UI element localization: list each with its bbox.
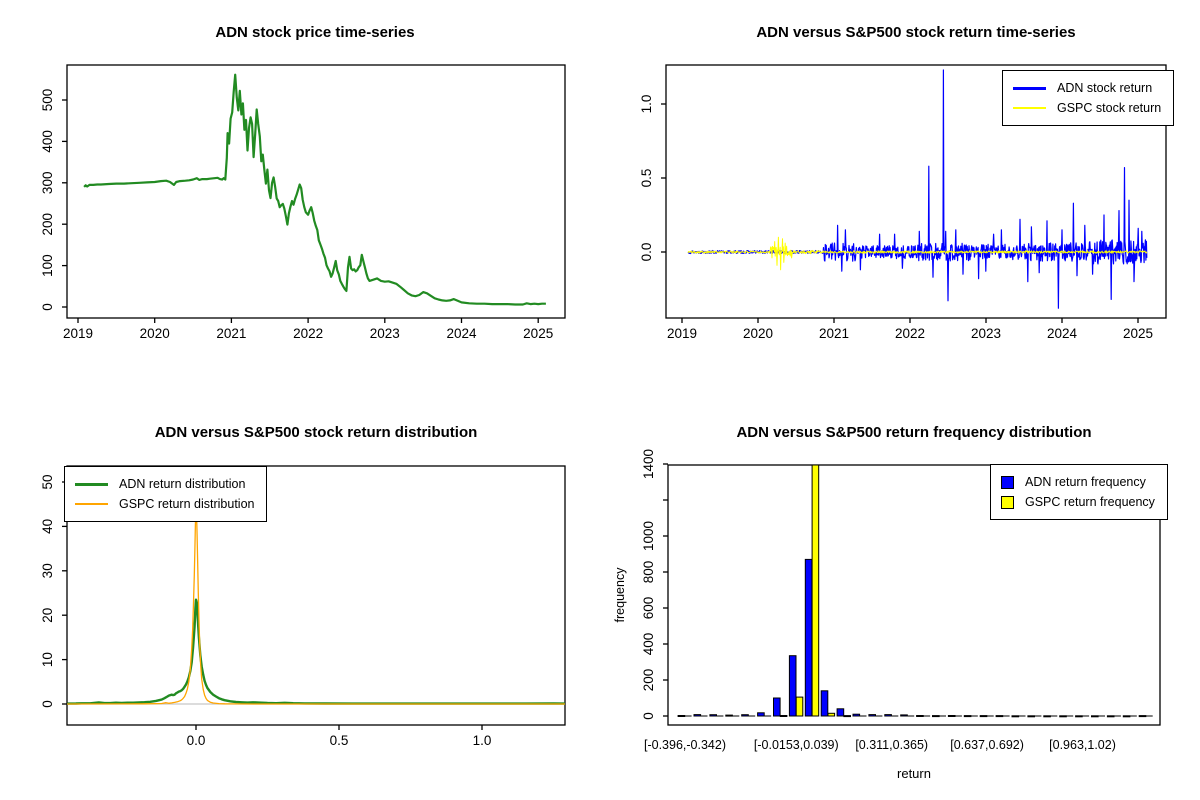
legend-item-adn-distribution: ADN return distribution: [75, 474, 254, 494]
svg-text:[-0.396,-0.342): [-0.396,-0.342): [644, 738, 726, 752]
svg-text:800: 800: [641, 561, 656, 584]
legend-item-gspc-frequency: GSPC return frequency: [1001, 492, 1155, 512]
returns-legend: ADN stock return GSPC stock return: [1002, 70, 1175, 126]
svg-text:200: 200: [641, 669, 656, 692]
legend-item-adn-return: ADN stock return: [1013, 78, 1161, 98]
frequency-chart-title: ADN versus S&P500 return frequency distr…: [736, 424, 1092, 441]
svg-text:2019: 2019: [667, 326, 697, 341]
svg-text:400: 400: [641, 633, 656, 656]
legend-label: GSPC stock return: [1057, 101, 1162, 115]
svg-text:[0.311,0.365): [0.311,0.365): [855, 738, 928, 752]
svg-text:0.5: 0.5: [639, 169, 654, 188]
return-chart-plot: 2019 2020 2021 2022 2023 2024 2025 0.0 0.5 1.0: [639, 64, 1167, 341]
svg-text:2024: 2024: [446, 326, 477, 341]
svg-text:2022: 2022: [293, 326, 323, 341]
svg-text:0.5: 0.5: [330, 733, 349, 748]
svg-text:[0.963,1.02): [0.963,1.02): [1049, 738, 1116, 752]
gspc-frequency-box-swatch: [1001, 495, 1014, 509]
legend-label: ADN return distribution: [119, 477, 246, 491]
price-time-series-panel: ADN stock price time-series 2019 2020 2021…: [0, 0, 600, 400]
svg-text:1.0: 1.0: [473, 733, 492, 748]
adn-frequency-box-swatch: [1001, 475, 1014, 489]
svg-text:400: 400: [40, 130, 55, 153]
svg-text:0: 0: [40, 700, 55, 708]
svg-text:return: return: [897, 766, 931, 781]
legend-label: ADN stock return: [1057, 81, 1153, 95]
svg-text:2023: 2023: [370, 326, 400, 341]
svg-text:[0.637,0.692): [0.637,0.692): [950, 738, 1024, 752]
svg-text:2021: 2021: [819, 326, 849, 341]
svg-text:2025: 2025: [1123, 326, 1153, 341]
legend-item-gspc-return: GSPC stock return: [1013, 98, 1161, 118]
svg-text:300: 300: [40, 172, 55, 195]
adn-distribution-line-swatch: [75, 482, 108, 486]
price-chart-title: ADN stock price time-series: [215, 24, 415, 41]
legend-item-gspc-distribution: GSPC return distribution: [75, 494, 254, 514]
svg-text:1000: 1000: [641, 521, 656, 551]
frequency-chart-plot: 0 200 400 600 800 1000 1400 [-0.396,-0.342) [-0.…: [613, 449, 1161, 781]
svg-text:2024: 2024: [1047, 326, 1078, 341]
svg-text:20: 20: [40, 608, 55, 623]
svg-text:500: 500: [40, 89, 55, 112]
distribution-legend: ADN return distribution GSPC return dist…: [64, 466, 268, 522]
distribution-chart-title: ADN versus S&P500 stock return distribut…: [154, 424, 478, 441]
legend-label: GSPC return frequency: [1025, 495, 1155, 509]
svg-text:2020: 2020: [743, 326, 773, 341]
svg-text:30: 30: [40, 563, 55, 578]
return-distribution-panel: ADN versus S&P500 stock return distribut…: [0, 400, 600, 800]
svg-text:2020: 2020: [140, 326, 170, 341]
svg-text:100: 100: [40, 254, 55, 277]
svg-text:1400: 1400: [641, 449, 656, 479]
legend-item-adn-frequency: ADN return frequency: [1001, 472, 1155, 492]
legend-label: ADN return frequency: [1025, 475, 1146, 489]
svg-text:0: 0: [641, 712, 656, 720]
svg-text:50: 50: [40, 474, 55, 489]
svg-text:0: 0: [40, 303, 55, 311]
gspc-return-line-swatch: [1013, 107, 1046, 109]
svg-text:2019: 2019: [63, 326, 93, 341]
svg-text:200: 200: [40, 213, 55, 236]
svg-text:600: 600: [641, 597, 656, 620]
price-chart-plot: 2019 2020 2021 2022 2023 2024 2025 0 100 200 300 40…: [40, 64, 566, 341]
return-chart-title: ADN versus S&P500 stock return time-seri…: [756, 24, 1076, 41]
gspc-distribution-line-swatch: [75, 503, 108, 505]
svg-text:[-0.0153,0.039): [-0.0153,0.039): [754, 738, 839, 752]
svg-text:2022: 2022: [895, 326, 925, 341]
svg-text:40: 40: [40, 519, 55, 534]
adn-return-line-swatch: [1013, 86, 1046, 90]
svg-text:frequency: frequency: [613, 567, 627, 623]
svg-text:0.0: 0.0: [187, 733, 206, 748]
svg-text:0.0: 0.0: [639, 243, 654, 262]
svg-text:2023: 2023: [971, 326, 1001, 341]
return-time-series-panel: ADN versus S&P500 stock return time-seri…: [600, 0, 1200, 400]
legend-label: GSPC return distribution: [119, 497, 255, 511]
svg-text:2025: 2025: [523, 326, 553, 341]
svg-text:10: 10: [40, 652, 55, 667]
return-frequency-panel: ADN versus S&P500 return frequency distr…: [600, 400, 1200, 800]
svg-text:2021: 2021: [216, 326, 246, 341]
frequency-legend: ADN return frequency GSPC return frequen…: [990, 464, 1168, 520]
distribution-chart-plot: 0.0 0.5 1.0 0 10 20 30 40 50: [40, 465, 566, 748]
svg-text:1.0: 1.0: [639, 95, 654, 114]
